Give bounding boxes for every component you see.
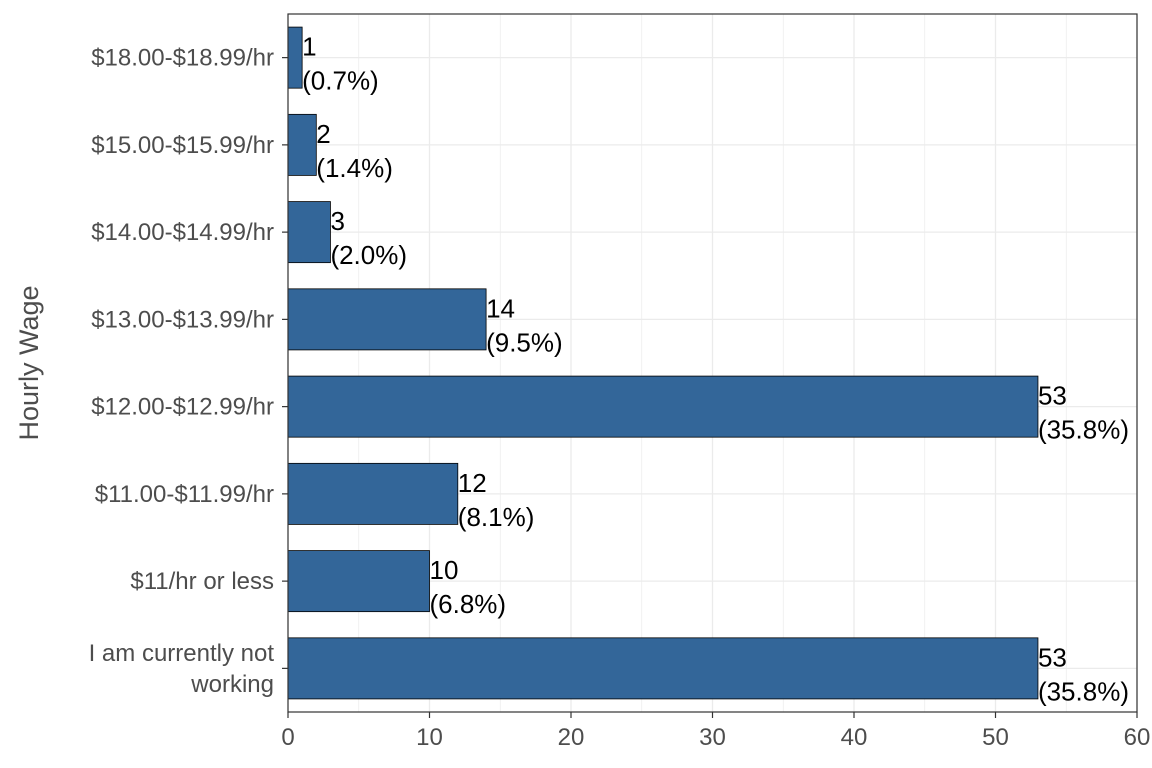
bar-count-label: 10 bbox=[430, 555, 459, 585]
bar-count-label: 1 bbox=[302, 32, 316, 62]
y-tick-label-line: working bbox=[190, 671, 274, 698]
x-axis-ticks: 0 10 20 30 40 50 60 bbox=[281, 712, 1150, 751]
bar bbox=[287, 375, 1039, 438]
y-tick-label: $12.00-$12.99/hr bbox=[91, 394, 274, 421]
bar bbox=[287, 288, 487, 351]
bar-percent-label: (8.1%) bbox=[458, 502, 535, 532]
y-tick-label: $11.00-$11.99/hr bbox=[95, 481, 274, 508]
x-tick-label: 30 bbox=[699, 724, 726, 751]
y-axis-title: Hourly Wage bbox=[14, 285, 44, 440]
bar-count-label: 14 bbox=[486, 293, 515, 323]
bar-count-label: 3 bbox=[330, 206, 344, 236]
y-tick-label: $18.00-$18.99/hr bbox=[91, 45, 274, 72]
y-tick-label-line: $18.00-$18.99/hr bbox=[91, 45, 274, 72]
bars bbox=[287, 26, 1039, 700]
bar bbox=[287, 550, 430, 613]
bar-percent-label: (35.8%) bbox=[1038, 415, 1129, 445]
bar bbox=[287, 201, 331, 264]
bar-percent-label: (35.8%) bbox=[1038, 676, 1129, 706]
y-tick-label: $14.00-$14.99/hr bbox=[91, 219, 274, 246]
y-tick-label: $15.00-$15.99/hr bbox=[91, 132, 274, 159]
y-tick-label-line: $11.00-$11.99/hr bbox=[95, 481, 274, 508]
x-tick-label: 20 bbox=[558, 724, 585, 751]
x-tick-label: 40 bbox=[841, 724, 868, 751]
y-tick-label-line: $14.00-$14.99/hr bbox=[91, 219, 274, 246]
bar-count-label: 53 bbox=[1038, 381, 1067, 411]
x-tick-label: 60 bbox=[1124, 724, 1151, 751]
bar-count-label: 53 bbox=[1038, 642, 1067, 672]
bar bbox=[287, 113, 317, 176]
bar-count-label: 12 bbox=[458, 468, 487, 498]
bar-percent-label: (9.5%) bbox=[486, 327, 563, 357]
y-tick-label-line: $11/hr or less bbox=[130, 568, 274, 595]
y-tick-label-line: $12.00-$12.99/hr bbox=[91, 394, 274, 421]
bar-value-labels: 1 (0.7%) 2 (1.4%) 3 (2.0%) 14 (9.5%) 53 (35.8%) 12… bbox=[302, 32, 1129, 707]
bar-percent-label: (1.4%) bbox=[316, 153, 393, 183]
y-tick-label-line: I am currently not bbox=[89, 640, 275, 667]
bar-count-label: 2 bbox=[316, 119, 330, 149]
y-tick-label-line: $13.00-$13.99/hr bbox=[91, 306, 274, 333]
bar bbox=[287, 26, 303, 89]
bar bbox=[287, 637, 1039, 700]
y-tick-label: $13.00-$13.99/hr bbox=[91, 306, 274, 333]
y-tick-label: I am currently not working bbox=[89, 640, 275, 698]
bar-percent-label: (0.7%) bbox=[302, 66, 379, 96]
x-tick-label: 10 bbox=[416, 724, 443, 751]
bar-percent-label: (2.0%) bbox=[330, 240, 407, 270]
y-tick-label: $11/hr or less bbox=[130, 568, 274, 595]
bar bbox=[287, 462, 459, 525]
grid-lines bbox=[287, 14, 1138, 712]
bar-percent-label: (6.8%) bbox=[430, 589, 507, 619]
x-tick-label: 50 bbox=[982, 724, 1009, 751]
y-axis-ticks: $18.00-$18.99/hr $15.00-$15.99/hr $14.00-$… bbox=[89, 45, 288, 698]
x-tick-label: 0 bbox=[281, 724, 294, 751]
y-tick-label-line: $15.00-$15.99/hr bbox=[91, 132, 274, 159]
